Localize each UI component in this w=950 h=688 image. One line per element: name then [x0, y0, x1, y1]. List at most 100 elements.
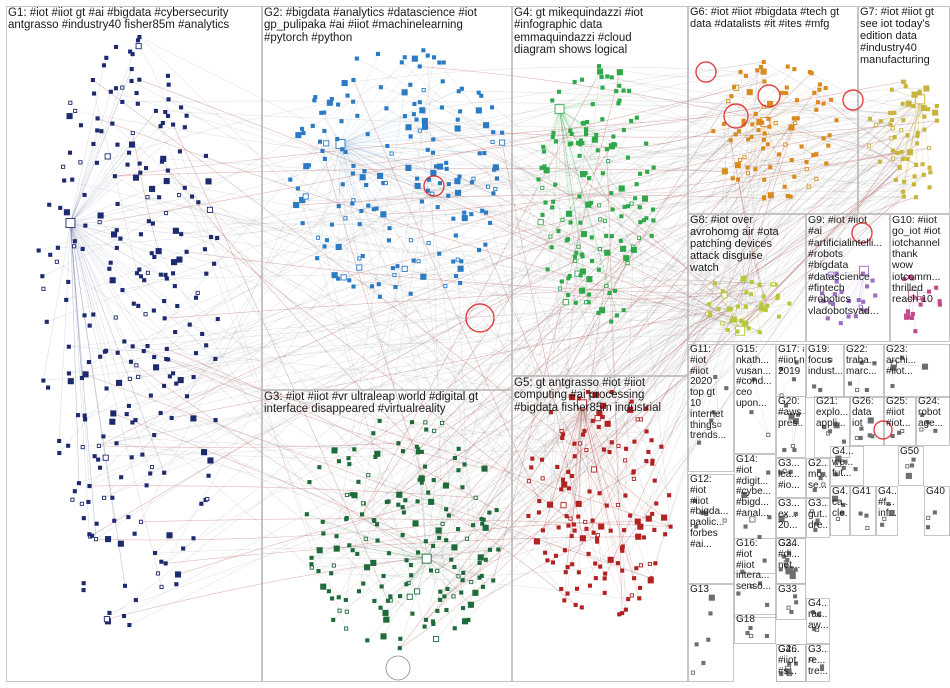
node	[622, 204, 627, 209]
edge	[578, 404, 583, 573]
node	[809, 657, 814, 662]
edge	[340, 115, 406, 145]
cross-group-edge	[571, 133, 735, 320]
node	[301, 131, 306, 136]
edge	[340, 143, 350, 281]
cross-group-edge	[90, 260, 576, 537]
node	[579, 535, 586, 542]
node	[788, 469, 793, 474]
cross-group-edge	[139, 36, 580, 505]
cross-group-edge	[106, 549, 491, 620]
node	[351, 99, 356, 104]
node	[129, 455, 134, 460]
cross-group-edge	[116, 442, 618, 564]
node	[177, 149, 182, 154]
node	[867, 417, 874, 424]
node	[351, 284, 356, 289]
node	[386, 499, 391, 504]
node	[621, 88, 626, 93]
edge	[559, 108, 614, 145]
cross-group-edge	[164, 71, 764, 319]
node	[834, 271, 839, 276]
edge	[737, 122, 766, 180]
node	[762, 131, 767, 136]
cross-group-edge	[348, 166, 771, 459]
edge	[765, 92, 815, 123]
node	[440, 79, 445, 84]
node	[129, 67, 134, 72]
cross-group-edge	[746, 148, 764, 293]
node	[734, 162, 741, 169]
node	[126, 403, 131, 408]
cross-group-edge	[489, 222, 601, 567]
cross-group-edge	[116, 129, 759, 444]
node	[893, 178, 898, 183]
node	[155, 248, 162, 255]
cross-group-edge	[479, 153, 752, 283]
node	[577, 194, 582, 199]
node	[567, 142, 572, 147]
group-cell-g4x1	[830, 446, 864, 486]
node	[309, 565, 314, 570]
group-cell-g9	[806, 214, 890, 342]
self-loop-marker	[842, 89, 864, 111]
edge	[816, 614, 820, 631]
edge	[714, 283, 741, 331]
node	[708, 594, 715, 601]
node	[359, 208, 364, 214]
edge	[855, 270, 865, 317]
node	[934, 103, 939, 109]
cross-group-edge	[708, 143, 918, 305]
group-cell-g24	[916, 396, 950, 446]
node	[736, 177, 741, 182]
node	[414, 444, 419, 449]
node	[827, 133, 832, 138]
cross-group-edge	[338, 139, 596, 598]
node	[625, 155, 630, 160]
cross-group-edge	[459, 129, 925, 177]
node	[90, 77, 95, 83]
cross-group-edge	[161, 161, 564, 506]
node	[323, 140, 330, 147]
node	[166, 357, 171, 362]
node	[458, 109, 463, 114]
cross-group-edge	[478, 249, 627, 610]
node	[431, 478, 436, 483]
node	[584, 447, 589, 453]
cross-group-edge	[625, 246, 634, 496]
cross-group-edge	[727, 166, 900, 331]
edge	[426, 538, 468, 559]
node	[441, 60, 446, 65]
edge	[559, 109, 652, 237]
edge	[70, 152, 130, 224]
node	[573, 602, 578, 607]
node	[172, 284, 177, 289]
node	[601, 447, 606, 452]
node	[595, 533, 600, 538]
node	[920, 162, 925, 167]
node	[596, 424, 601, 430]
node	[761, 294, 766, 299]
node	[729, 318, 734, 323]
node	[396, 502, 401, 507]
node	[369, 284, 375, 289]
node	[853, 314, 858, 319]
node	[366, 203, 371, 208]
node	[897, 164, 902, 169]
node	[490, 139, 495, 144]
node	[748, 625, 753, 631]
edge	[340, 143, 480, 251]
node	[816, 468, 822, 474]
edge	[811, 511, 816, 531]
node	[867, 433, 872, 438]
cross-group-edge	[345, 57, 435, 601]
node	[905, 472, 912, 479]
cross-group-edge	[161, 161, 423, 453]
cross-group-edge	[640, 139, 765, 527]
node	[421, 117, 428, 124]
edge	[340, 143, 381, 297]
node	[412, 520, 419, 527]
node	[926, 107, 931, 112]
edge	[340, 143, 414, 261]
node	[742, 155, 747, 160]
